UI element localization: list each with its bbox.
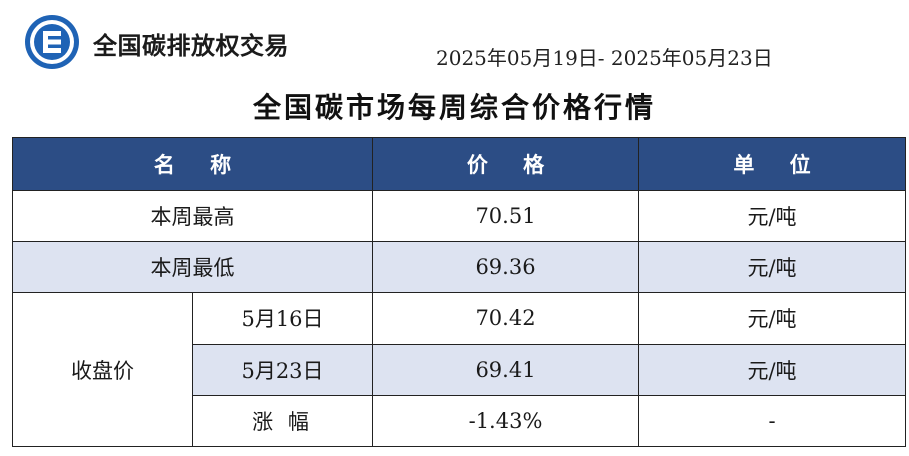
table-row: 涨 幅 -1.43% - [13, 394, 906, 448]
close-price-group-label: 收盘价 [12, 292, 193, 447]
price-table: 名 称 价 格 单 位 本周最高 70.51 元/吨 本周最低 69.36 元/… [12, 137, 906, 448]
unit-weekly-high: 元/吨 [638, 189, 906, 243]
column-header-name: 名 称 [12, 137, 373, 191]
row-label-close-may23: 5月23日 [192, 343, 373, 396]
price-close-may16: 70.42 [372, 292, 639, 345]
unit-change: - [638, 394, 906, 448]
unit-close-may23: 元/吨 [638, 343, 906, 396]
row-label-weekly-low: 本周最低 [12, 241, 373, 294]
price-change: -1.43% [372, 394, 639, 448]
page-title: 全国碳市场每周综合价格行情 [252, 91, 656, 124]
price-weekly-low: 69.36 [372, 241, 639, 294]
price-close-may23: 69.41 [372, 343, 639, 396]
column-header-unit: 单 位 [638, 137, 906, 191]
brand-name: 全国碳排放权交易 [93, 32, 289, 60]
table-row: 5月23日 69.41 元/吨 [13, 343, 906, 396]
unit-weekly-low: 元/吨 [638, 241, 906, 294]
row-label-change: 涨 幅 [192, 394, 373, 448]
row-label-weekly-high: 本周最高 [12, 189, 373, 243]
row-label-close-may16: 5月16日 [192, 292, 373, 345]
carbon-exchange-logo-icon [25, 15, 79, 69]
table-row: 本周最高 70.51 元/吨 [12, 189, 906, 243]
price-weekly-high: 70.51 [372, 189, 639, 243]
date-range: 2025年05月19日- 2025年05月23日 [436, 46, 773, 70]
table-row: 本周最低 69.36 元/吨 [12, 241, 906, 294]
column-header-price: 价 格 [372, 137, 639, 191]
unit-close-may16: 元/吨 [638, 292, 906, 345]
table-header-row: 名 称 价 格 单 位 [12, 137, 906, 191]
table-row: 收盘价 5月16日 70.42 元/吨 [12, 292, 906, 447]
